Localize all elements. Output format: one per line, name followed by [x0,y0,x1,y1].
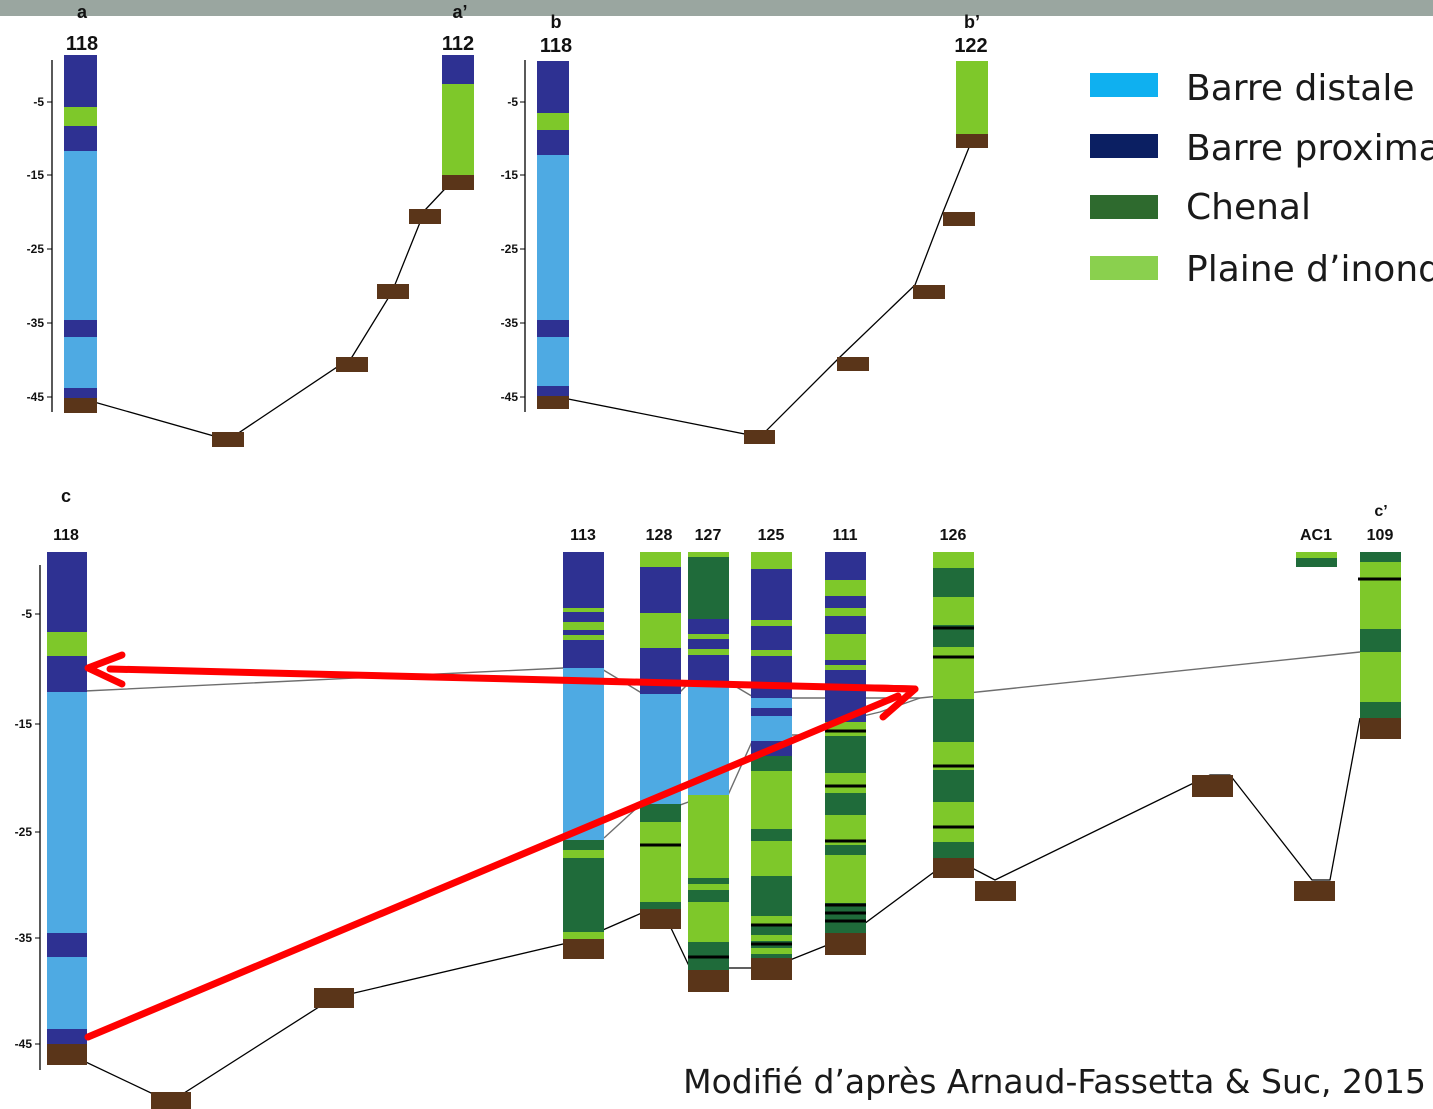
substratum-block [336,357,368,372]
borehole-column [537,61,569,409]
substratum-block [377,284,409,299]
tick-label: -45 [15,1037,33,1051]
tick-label: -5 [21,607,32,621]
legend-label: Chenal [1186,187,1311,228]
legend-label: Plaine d’inondation [1186,249,1433,290]
section-start-label: c [61,486,71,506]
source-credit: Modifié d’après Arnaud-Fassetta & Suc, 2… [683,1062,1426,1101]
borehole-label: 125 [758,527,785,544]
borehole-label: 128 [646,527,673,544]
tick-label: -15 [27,168,45,182]
tick-label: -35 [15,931,33,945]
tick-label: -25 [501,242,519,256]
substratum-block [837,357,869,371]
section-start-label: b [551,12,562,32]
borehole-column [688,552,729,992]
substratum-block [314,988,354,1008]
substratum-block [409,209,441,224]
tick-label: -5 [507,95,518,109]
ticks-c: -5 -15 -25 -35 -45 [15,607,40,1051]
borehole-label: 109 [1367,527,1394,544]
arrow-line [84,692,902,1041]
legend-label: Barre distale [1186,68,1414,109]
legend-swatch [1090,256,1158,280]
bedrock-profile [79,174,459,441]
legend-swatch [1090,195,1158,219]
borehole-label: 118 [53,527,79,544]
borehole-label: 118 [66,33,98,55]
borehole-column [751,552,792,980]
ticks-a: -5 -15 -25 -35 -45 [27,95,52,404]
borehole-column [956,61,988,148]
substratum-block [212,432,244,447]
bedrock-profile [552,139,973,438]
borehole-label: 111 [833,527,858,544]
tick-label: -25 [15,825,33,839]
ticks-b: -5 -15 -25 -35 -45 [501,95,525,404]
borehole-label: 118 [540,35,572,57]
borehole-column [640,552,681,929]
borehole-column [825,552,866,955]
arrow-head [84,651,126,688]
borehole-column [933,552,974,878]
panel-a: -5 -15 -25 -35 -45 a 118 a’ 112 [27,2,474,447]
borehole-column [47,552,87,1065]
substratum-block [1294,881,1335,901]
borehole-label: 127 [695,527,722,544]
tick-label: -5 [33,95,44,109]
legend-swatch [1090,134,1158,158]
correlation-arrows [84,651,919,1041]
tick-label: -45 [27,390,45,404]
substratum-block [1192,775,1233,797]
tick-label: -45 [501,390,519,404]
borehole-column [442,55,474,190]
borehole-column [64,55,97,413]
substratum-block [975,881,1016,901]
section-start-label: a [77,2,88,22]
section-end-label: b’ [964,12,980,32]
tick-label: -15 [15,717,33,731]
tick-label: -35 [501,316,519,330]
substratum-block [151,1092,191,1109]
tick-label: -15 [501,168,519,182]
panel-c: -5 -15 -25 -35 -45 c c’ 118 113 128 127 … [15,486,1401,1109]
borehole-column [1358,552,1401,739]
arrow-line [106,665,919,693]
substratum-block [943,212,975,226]
bedrock-profile [49,717,1361,1103]
background-strip [0,0,1433,16]
borehole-label: 112 [442,33,474,55]
section-end-label: c’ [1374,503,1387,520]
legend-swatch [1090,73,1158,97]
borehole-label: 122 [954,35,987,57]
substratum-block [913,285,945,299]
borehole-label: AC1 [1300,527,1332,544]
legend: Barre distale Barre proximale Chenal Pla… [1090,68,1433,290]
substratum-block [744,430,775,444]
arrow-head [870,684,919,721]
borehole-column [563,552,604,959]
borehole-label: 113 [570,527,596,544]
tick-label: -35 [27,316,45,330]
section-end-label: a’ [452,2,467,22]
borehole-column [1296,552,1337,567]
legend-label: Barre proximale [1186,128,1433,169]
panel-b: -5 -15 -25 -35 -45 b 118 b’ 122 [501,12,988,444]
borehole-label: 126 [940,527,967,544]
tick-label: -25 [27,242,45,256]
